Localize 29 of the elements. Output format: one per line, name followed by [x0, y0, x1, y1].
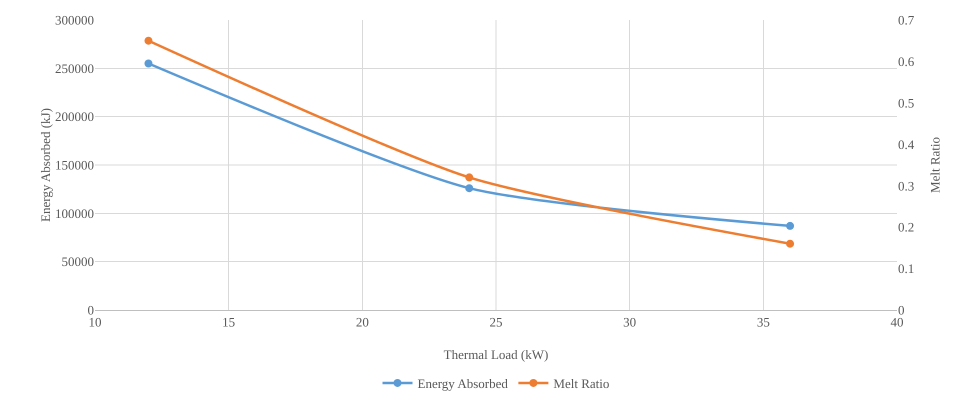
- point: [144, 36, 152, 45]
- x-tick-label: 15: [222, 314, 236, 330]
- y2-tick-label: 0.4: [898, 136, 915, 152]
- x-axis-title: Thermal Load (kW): [444, 347, 548, 362]
- x-tick-label: 20: [356, 314, 369, 330]
- legend-label: Energy Absorbed: [418, 376, 508, 392]
- y2-tick-label: 0.1: [898, 261, 914, 276]
- y-tick-label: 250000: [55, 60, 94, 76]
- point: [786, 222, 794, 230]
- legend-label: Melt Ratio: [553, 376, 610, 392]
- y-axis-title: Energy Absorbed (kJ): [38, 108, 53, 222]
- y2-tick-label: 0.2: [898, 220, 914, 235]
- y-tick-label: 300000: [55, 12, 94, 28]
- y-tick-label: 200000: [55, 109, 94, 124]
- point: [786, 240, 794, 248]
- y-tick-label: 50000: [62, 254, 94, 270]
- x-tick-label: 25: [490, 314, 502, 330]
- y2-tick-label: 0.3: [898, 178, 914, 194]
- y-tick-label: 150000: [55, 158, 94, 173]
- point: [465, 173, 474, 182]
- x-tick-label: 35: [756, 314, 770, 330]
- y2-tick-label: 0.7: [898, 12, 915, 28]
- y2-tick-label: 0.6: [898, 54, 915, 69]
- y-tick-label: 100000: [55, 206, 94, 221]
- y2-axis-title: Melt Ratio: [928, 137, 942, 193]
- point: [465, 184, 474, 192]
- point: [144, 60, 152, 68]
- y2-tick-label: 0.5: [898, 95, 914, 110]
- x-tick-label: 30: [623, 314, 636, 330]
